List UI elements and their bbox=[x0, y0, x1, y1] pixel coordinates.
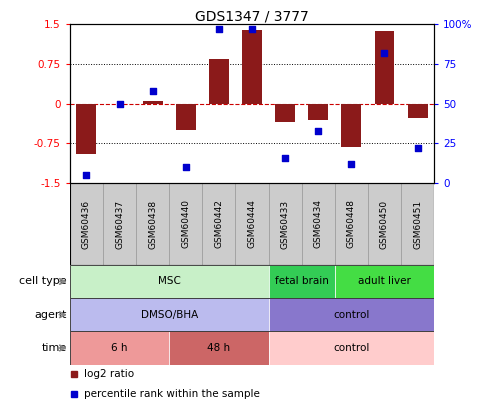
Bar bbox=[368, 183, 401, 265]
Bar bbox=[408, 104, 428, 118]
Bar bbox=[268, 331, 434, 364]
Text: DMSO/BHA: DMSO/BHA bbox=[141, 310, 198, 320]
Text: percentile rank within the sample: percentile rank within the sample bbox=[84, 389, 260, 399]
Bar bbox=[242, 30, 262, 104]
Bar bbox=[401, 183, 434, 265]
Text: GSM60450: GSM60450 bbox=[380, 199, 389, 249]
Title: GDS1347 / 3777: GDS1347 / 3777 bbox=[195, 9, 309, 23]
Point bbox=[314, 128, 322, 134]
Point bbox=[182, 164, 190, 171]
Text: 48 h: 48 h bbox=[207, 343, 231, 353]
Text: adult liver: adult liver bbox=[358, 277, 411, 286]
Text: cell type: cell type bbox=[19, 277, 66, 286]
Point bbox=[116, 100, 124, 107]
Bar bbox=[70, 183, 103, 265]
Text: GSM60436: GSM60436 bbox=[82, 199, 91, 249]
Point bbox=[82, 172, 90, 179]
Text: MSC: MSC bbox=[158, 277, 181, 286]
Text: GSM60433: GSM60433 bbox=[280, 199, 289, 249]
Text: GSM60442: GSM60442 bbox=[215, 200, 224, 248]
Bar bbox=[209, 59, 229, 104]
Bar bbox=[302, 183, 335, 265]
Text: GSM60444: GSM60444 bbox=[248, 200, 256, 248]
Bar bbox=[275, 104, 295, 122]
Bar bbox=[169, 331, 268, 364]
Text: fetal brain: fetal brain bbox=[275, 277, 329, 286]
Text: time: time bbox=[41, 343, 66, 353]
Text: control: control bbox=[333, 310, 370, 320]
Bar bbox=[335, 183, 368, 265]
Text: log2 ratio: log2 ratio bbox=[84, 369, 135, 379]
Bar bbox=[70, 298, 268, 331]
Bar bbox=[375, 31, 394, 104]
Bar bbox=[268, 298, 434, 331]
Text: GSM60448: GSM60448 bbox=[347, 200, 356, 249]
Bar bbox=[70, 331, 169, 364]
Bar bbox=[136, 183, 169, 265]
Text: control: control bbox=[333, 343, 370, 353]
Bar bbox=[268, 183, 302, 265]
Text: GSM60438: GSM60438 bbox=[148, 199, 157, 249]
Text: GSM60437: GSM60437 bbox=[115, 199, 124, 249]
Bar bbox=[268, 265, 335, 298]
Text: agent: agent bbox=[34, 310, 66, 320]
Bar bbox=[76, 104, 96, 154]
Point bbox=[380, 50, 388, 56]
Bar bbox=[143, 101, 163, 104]
Bar bbox=[335, 265, 434, 298]
Bar bbox=[202, 183, 236, 265]
Point bbox=[149, 88, 157, 94]
Text: 6 h: 6 h bbox=[111, 343, 128, 353]
Bar bbox=[70, 298, 434, 331]
Text: GSM60434: GSM60434 bbox=[314, 200, 323, 249]
Text: GSM60440: GSM60440 bbox=[181, 200, 190, 249]
Bar bbox=[308, 104, 328, 119]
Bar bbox=[70, 331, 434, 364]
Bar bbox=[103, 183, 136, 265]
Point bbox=[414, 145, 422, 151]
Point bbox=[215, 26, 223, 32]
Bar bbox=[236, 183, 268, 265]
Bar bbox=[70, 265, 434, 298]
Point bbox=[248, 26, 256, 32]
Bar bbox=[169, 183, 202, 265]
Bar bbox=[70, 265, 268, 298]
Point bbox=[281, 154, 289, 161]
Bar bbox=[341, 104, 361, 147]
Point bbox=[347, 161, 355, 167]
Text: GSM60451: GSM60451 bbox=[413, 199, 422, 249]
Bar bbox=[176, 104, 196, 130]
